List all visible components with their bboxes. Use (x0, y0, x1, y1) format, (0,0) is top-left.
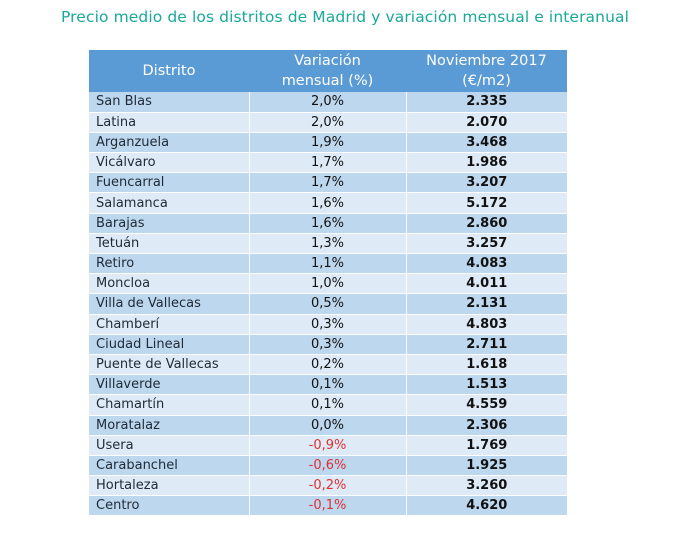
header-price-line2: (€/m2) (462, 73, 511, 89)
district-cell: Ciudad Lineal (89, 334, 250, 355)
variation-cell: -0,1% (249, 495, 407, 517)
price-cell: 4.803 (406, 314, 567, 335)
table-row: Villa de Vallecas 0,5% 2.131 (89, 293, 567, 315)
variation-cell: 1,1% (249, 253, 407, 275)
district-price-table: Distrito Variación mensual (%) Noviembre… (89, 50, 567, 517)
variation-cell: 0,3% (249, 334, 407, 355)
table-row: Usera -0,9% 1.769 (89, 435, 567, 456)
price-cell: 4.011 (406, 273, 567, 295)
variation-cell: 1,0% (249, 273, 407, 295)
variation-cell: 1,7% (249, 172, 407, 194)
price-cell: 1.618 (406, 354, 567, 376)
table-row: Hortaleza -0,2% 3.260 (89, 475, 567, 497)
table-row: Moratalaz 0,0% 2.306 (89, 415, 567, 436)
price-cell: 3.260 (406, 475, 567, 497)
district-cell: Centro (89, 495, 250, 517)
price-cell: 5.172 (406, 192, 567, 214)
header-price: Noviembre 2017 (€/m2) (406, 50, 567, 92)
district-cell: Barajas (89, 213, 250, 234)
price-cell: 4.083 (406, 253, 567, 275)
header-price-line1: Noviembre 2017 (426, 53, 547, 69)
table-row: Carabanchel -0,6% 1.925 (89, 455, 567, 477)
header-variation: Variación mensual (%) (249, 50, 406, 92)
price-cell: 2.335 (406, 92, 567, 113)
price-cell: 1.513 (406, 374, 567, 396)
district-cell: Latina (89, 112, 250, 133)
district-cell: Chamartín (89, 394, 250, 416)
table-row: Villaverde 0,1% 1.513 (89, 374, 567, 396)
table-row: San Blas 2,0% 2.335 (89, 92, 567, 113)
variation-cell: 0,0% (249, 415, 407, 436)
district-cell: Retiro (89, 253, 250, 275)
variation-cell: 1,6% (249, 192, 407, 214)
district-cell: Fuencarral (89, 172, 250, 194)
table-row: Latina 2,0% 2.070 (89, 112, 567, 133)
district-cell: Carabanchel (89, 455, 250, 477)
district-cell: Villa de Vallecas (89, 293, 250, 315)
variation-cell: 0,1% (249, 394, 407, 416)
district-cell: Moncloa (89, 273, 250, 295)
variation-cell: 0,5% (249, 293, 407, 315)
price-cell: 1.986 (406, 152, 567, 174)
price-cell: 1.769 (406, 435, 567, 456)
table-row: Arganzuela 1,9% 3.468 (89, 132, 567, 154)
price-cell: 2.070 (406, 112, 567, 133)
variation-cell: 2,0% (249, 112, 407, 133)
district-cell: Chamberí (89, 314, 250, 335)
price-cell: 3.468 (406, 132, 567, 154)
price-cell: 1.925 (406, 455, 567, 477)
district-cell: Arganzuela (89, 132, 250, 154)
price-cell: 2.711 (406, 334, 567, 355)
variation-cell: 1,3% (249, 233, 407, 255)
table-row: Salamanca 1,6% 5.172 (89, 192, 567, 214)
table-row: Vicálvaro 1,7% 1.986 (89, 152, 567, 174)
district-cell: Tetuán (89, 233, 250, 255)
variation-cell: 0,1% (249, 374, 407, 396)
table-row: Puente de Vallecas 0,2% 1.618 (89, 354, 567, 376)
table-row: Fuencarral 1,7% 3.207 (89, 172, 567, 194)
price-cell: 3.257 (406, 233, 567, 255)
table-row: Ciudad Lineal 0,3% 2.711 (89, 334, 567, 355)
table-row: Retiro 1,1% 4.083 (89, 253, 567, 275)
price-cell: 2.131 (406, 293, 567, 315)
table-row: Centro -0,1% 4.620 (89, 495, 567, 517)
variation-cell: 2,0% (249, 92, 407, 113)
header-variation-line2: mensual (%) (281, 73, 374, 89)
variation-cell: -0,2% (249, 475, 407, 497)
table-header: Distrito Variación mensual (%) Noviembre… (89, 50, 567, 92)
district-cell: Hortaleza (89, 475, 250, 497)
district-cell: Usera (89, 435, 250, 456)
variation-cell: -0,9% (249, 435, 407, 456)
table-row: Tetuán 1,3% 3.257 (89, 233, 567, 255)
price-cell: 2.860 (406, 213, 567, 234)
district-cell: Villaverde (89, 374, 250, 396)
district-cell: San Blas (89, 92, 250, 113)
district-cell: Moratalaz (89, 415, 250, 436)
header-variation-line1: Variación (294, 53, 361, 69)
variation-cell: -0,6% (249, 455, 407, 477)
variation-cell: 0,2% (249, 354, 407, 376)
table-body: San Blas 2,0% 2.335 Latina 2,0% 2.070 Arganzue… (89, 92, 567, 517)
table-row: Chamberí 0,3% 4.803 (89, 314, 567, 335)
district-cell: Salamanca (89, 192, 250, 214)
variation-cell: 0,3% (249, 314, 407, 335)
district-cell: Puente de Vallecas (89, 354, 250, 376)
table-row: Barajas 1,6% 2.860 (89, 213, 567, 234)
price-cell: 4.559 (406, 394, 567, 416)
header-district-label: Distrito (142, 63, 196, 79)
header-row: Distrito Variación mensual (%) Noviembre… (89, 50, 567, 92)
variation-cell: 1,9% (249, 132, 407, 154)
district-cell: Vicálvaro (89, 152, 250, 174)
header-district: Distrito (89, 50, 249, 92)
price-cell: 3.207 (406, 172, 567, 194)
variation-cell: 1,7% (249, 152, 407, 174)
price-cell: 2.306 (406, 415, 567, 436)
price-cell: 4.620 (406, 495, 567, 517)
page-title: Precio medio de los distritos de Madrid … (61, 8, 629, 26)
variation-cell: 1,6% (249, 213, 407, 234)
table-row: Chamartín 0,1% 4.559 (89, 394, 567, 416)
table-row: Moncloa 1,0% 4.011 (89, 273, 567, 295)
